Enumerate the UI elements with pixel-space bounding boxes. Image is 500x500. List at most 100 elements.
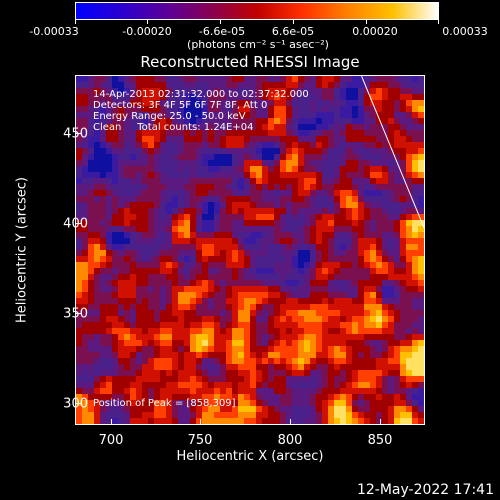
heatmap-cell — [328, 262, 334, 268]
heatmap-cell — [418, 346, 424, 352]
heatmap-cell — [88, 406, 94, 412]
heatmap-cell — [334, 274, 340, 280]
heatmap-cell — [328, 322, 334, 328]
heatmap-cell — [166, 220, 172, 226]
colorbar-tick-label: 6.6e-05 — [271, 25, 315, 38]
heatmap-cell — [136, 400, 142, 406]
heatmap-cell — [358, 142, 364, 148]
heatmap-cell — [184, 136, 190, 142]
heatmap-cell — [262, 316, 268, 322]
heatmap-cell — [214, 160, 220, 166]
heatmap-cell — [418, 196, 424, 202]
heatmap-cell — [286, 124, 292, 130]
heatmap-cell — [118, 328, 124, 334]
heatmap-cell — [250, 412, 256, 418]
heatmap-cell — [100, 112, 106, 118]
heatmap-cell — [238, 166, 244, 172]
heatmap-cell — [316, 76, 322, 82]
heatmap-cell — [412, 76, 418, 82]
heatmap-cell — [160, 394, 166, 400]
heatmap-cell — [346, 154, 352, 160]
heatmap-cell — [76, 412, 82, 418]
heatmap-cell — [340, 148, 346, 154]
heatmap-cell — [124, 94, 130, 100]
heatmap-cell — [280, 304, 286, 310]
heatmap-cell — [256, 358, 262, 364]
heatmap-cell — [370, 352, 376, 358]
heatmap-cell — [394, 238, 400, 244]
heatmap-cell — [232, 118, 238, 124]
heatmap-cell — [406, 166, 412, 172]
heatmap-cell — [382, 202, 388, 208]
heatmap-cell — [334, 190, 340, 196]
heatmap-cell — [358, 364, 364, 370]
heatmap-cell — [226, 118, 232, 124]
heatmap-cell — [172, 418, 178, 424]
heatmap-cell — [352, 118, 358, 124]
heatmap-cell — [412, 142, 418, 148]
heatmap-cell — [100, 316, 106, 322]
heatmap-cell — [280, 196, 286, 202]
heatmap-cell — [376, 94, 382, 100]
heatmap-cell — [256, 118, 262, 124]
heatmap-cell — [280, 220, 286, 226]
heatmap-cell — [406, 292, 412, 298]
heatmap-cell — [364, 202, 370, 208]
heatmap-cell — [400, 226, 406, 232]
heatmap-cell — [406, 364, 412, 370]
heatmap-cell — [226, 202, 232, 208]
heatmap-cell — [274, 376, 280, 382]
heatmap-cell — [286, 178, 292, 184]
heatmap-cell — [196, 388, 202, 394]
heatmap-cell — [352, 142, 358, 148]
heatmap-cell — [190, 334, 196, 340]
heatmap-cell — [184, 388, 190, 394]
heatmap-cell — [244, 202, 250, 208]
heatmap-cell — [208, 190, 214, 196]
heatmap-cell — [172, 358, 178, 364]
heatmap-cell — [106, 172, 112, 178]
heatmap-cell — [352, 304, 358, 310]
heatmap-cell — [118, 388, 124, 394]
heatmap-cell — [370, 214, 376, 220]
heatmap-cell — [178, 370, 184, 376]
heatmap-cell — [142, 322, 148, 328]
heatmap-cell — [316, 292, 322, 298]
heatmap-cell — [394, 316, 400, 322]
heatmap-cell — [274, 322, 280, 328]
heatmap-cell — [316, 172, 322, 178]
heatmap-cell — [202, 376, 208, 382]
heatmap-cell — [220, 358, 226, 364]
plot-area[interactable] — [75, 75, 425, 425]
heatmap-cell — [322, 310, 328, 316]
heatmap-cell — [178, 202, 184, 208]
heatmap-cell — [142, 286, 148, 292]
heatmap-cell — [136, 316, 142, 322]
heatmap-cell — [250, 172, 256, 178]
heatmap-cell — [136, 274, 142, 280]
heatmap-cell — [340, 274, 346, 280]
heatmap-cell — [100, 142, 106, 148]
heatmap-cell — [250, 376, 256, 382]
heatmap-cell — [100, 256, 106, 262]
heatmap-cell — [244, 418, 250, 424]
heatmap-cell — [94, 412, 100, 418]
heatmap-cell — [172, 214, 178, 220]
heatmap-cell — [190, 322, 196, 328]
heatmap-cell — [292, 274, 298, 280]
heatmap-cell — [148, 418, 154, 424]
heatmap-cell — [124, 316, 130, 322]
heatmap-cell — [292, 238, 298, 244]
heatmap-cell — [394, 82, 400, 88]
heatmap-cell — [88, 136, 94, 142]
x-tick-mark — [200, 419, 201, 425]
heatmap-cell — [364, 262, 370, 268]
heatmap-cell — [118, 220, 124, 226]
heatmap-cell — [388, 292, 394, 298]
heatmap-cell — [412, 226, 418, 232]
heatmap-cell — [364, 256, 370, 262]
heatmap-cell — [136, 106, 142, 112]
heatmap-cell — [316, 100, 322, 106]
heatmap-cell — [82, 238, 88, 244]
heatmap-cell — [262, 364, 268, 370]
